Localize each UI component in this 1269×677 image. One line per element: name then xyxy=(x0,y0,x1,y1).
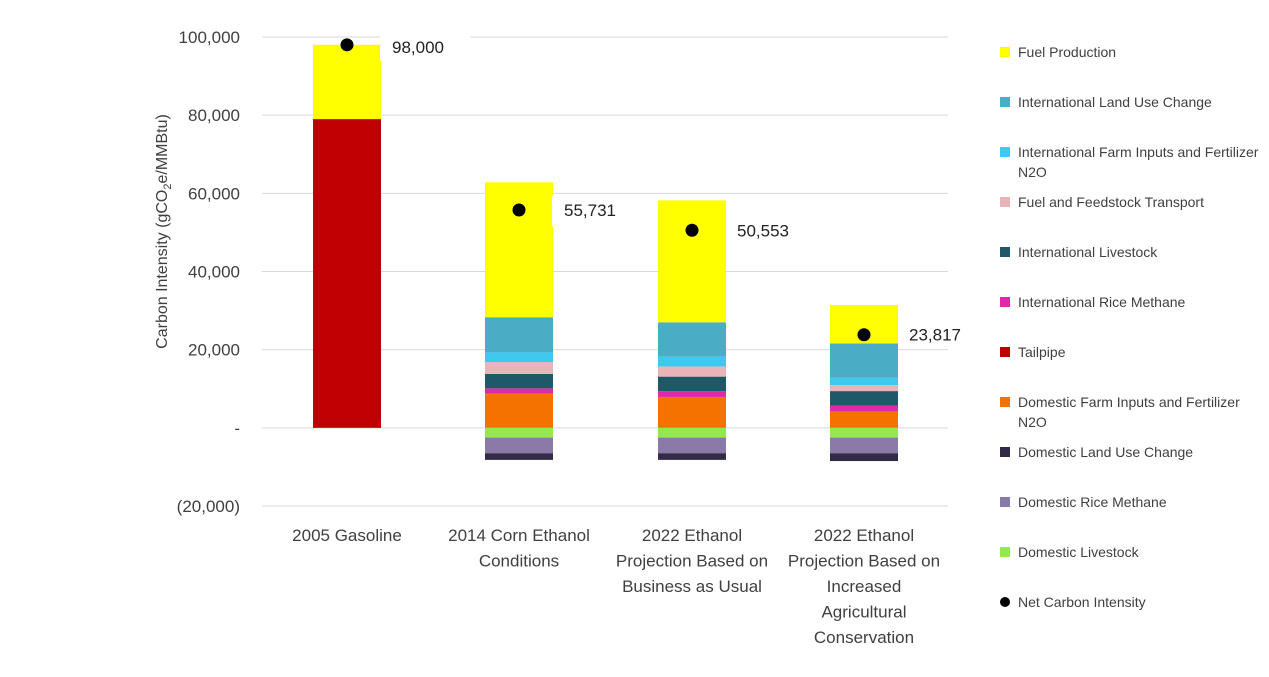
net-value-label: 23,817 xyxy=(909,326,961,345)
legend-label: Domestic Rice Methane xyxy=(1018,494,1167,510)
legend-label: Fuel and Feedstock Transport xyxy=(1018,194,1204,210)
legend-label: International Rice Methane xyxy=(1018,294,1186,310)
data-label-background xyxy=(552,196,642,227)
bar-segment-fuel-and-feedstock-transport xyxy=(830,385,898,392)
y-tick-label: 20,000 xyxy=(188,341,240,360)
bar-segment-domestic-farm-inputs-and-fertilizer-n2o xyxy=(485,393,553,428)
bar-segment-domestic-rice-methane xyxy=(658,437,726,454)
y-tick-label: 60,000 xyxy=(188,184,240,203)
bar-segment-domestic-land-use-change xyxy=(830,453,898,462)
x-category-label: 2014 Corn Ethanol Conditions xyxy=(448,526,590,571)
bar-segment-domestic-farm-inputs-and-fertilizer-n2o xyxy=(658,396,726,428)
legend-swatch xyxy=(1000,397,1010,407)
x-category-label-line: Increased xyxy=(827,577,902,596)
bar-segment-domestic-rice-methane xyxy=(485,437,553,454)
net-carbon-intensity-point xyxy=(512,203,526,217)
bar-segment-domestic-rice-methane xyxy=(830,437,898,454)
bar-segment-fuel-and-feedstock-transport xyxy=(485,362,553,374)
legend-swatch xyxy=(1000,247,1010,257)
legend-swatch xyxy=(1000,347,1010,357)
x-category-label-line: 2022 Ethanol xyxy=(642,526,742,545)
x-category-label: 2022 Ethanol Projection Based on Increased… xyxy=(788,526,940,647)
legend-label: Fuel Production xyxy=(1018,44,1117,60)
bar-segment-international-farm-inputs-and-fertilizer-n2o xyxy=(658,356,726,367)
x-category-label-line: 2014 Corn Ethanol xyxy=(448,526,590,545)
legend-label: Tailpipe xyxy=(1018,344,1066,360)
legend-label: Domestic Farm Inputs and Fertilizer N2O xyxy=(1018,394,1240,430)
net-carbon-intensity-point xyxy=(685,223,699,237)
x-category-label-line: Conservation xyxy=(814,628,914,647)
legend-swatch xyxy=(1000,97,1010,107)
bar-segment-international-land-use-change xyxy=(485,317,553,353)
carbon-intensity-chart: 100,000 80,000 60,000 40,000 20,000 - (20,000)… xyxy=(154,28,961,647)
legend-label: Domestic Livestock xyxy=(1018,544,1139,560)
bar-segment-international-land-use-change xyxy=(658,322,726,357)
legend-swatch xyxy=(1000,497,1010,507)
x-category-label-line: Agricultural xyxy=(821,603,906,622)
legend-label: Net Carbon Intensity xyxy=(1018,594,1146,610)
net-carbon-intensity-point xyxy=(340,38,354,52)
y-tick-label: - xyxy=(234,419,240,438)
legend-swatch xyxy=(1000,447,1010,457)
bar-segment-domestic-land-use-change xyxy=(485,453,553,460)
legend-dot-marker xyxy=(1000,597,1010,607)
y-tick-label: 40,000 xyxy=(188,263,240,282)
legend-swatch xyxy=(1000,297,1010,307)
bar-segment-international-rice-methane xyxy=(830,405,898,412)
legend-label: Domestic Land Use Change xyxy=(1018,444,1194,460)
x-category-label: 2005 Gasoline xyxy=(292,526,402,545)
legend-swatch xyxy=(1000,47,1010,57)
bar-segment-international-livestock xyxy=(830,391,898,406)
bar-segment-fuel-production xyxy=(485,182,553,318)
x-category-label-line: Projection Based on xyxy=(616,552,768,571)
bar-segment-international-farm-inputs-and-fertilizer-n2o xyxy=(830,377,898,386)
x-category-label-line: Conditions xyxy=(479,552,559,571)
y-tick-label: 80,000 xyxy=(188,106,240,125)
x-category-label: 2022 Ethanol Projection Based on Business … xyxy=(616,526,768,596)
x-category-label-line: Projection Based on xyxy=(788,552,940,571)
bar-segment-international-farm-inputs-and-fertilizer-n2o xyxy=(485,352,553,363)
x-category-label-line: Business as Usual xyxy=(622,577,762,596)
bar-segment-fuel-production xyxy=(313,44,381,120)
bar-segment-domestic-land-use-change xyxy=(658,453,726,460)
y-tick-label: 100,000 xyxy=(179,28,240,47)
bar-segment-fuel-and-feedstock-transport xyxy=(658,366,726,377)
net-value-label: 55,731 xyxy=(564,201,616,220)
y-tick-label: (20,000) xyxy=(177,497,240,516)
bar-segment-domestic-farm-inputs-and-fertilizer-n2o xyxy=(830,411,898,428)
bar-segment-fuel-production xyxy=(658,200,726,323)
x-category-label-line: 2005 Gasoline xyxy=(292,526,402,545)
legend-label: International Livestock xyxy=(1018,244,1158,260)
net-value-label: 98,000 xyxy=(392,38,444,57)
legend-swatch xyxy=(1000,147,1010,157)
bar-segment-tailpipe xyxy=(313,119,381,428)
legend-swatch xyxy=(1000,197,1010,207)
x-category-label-line: 2022 Ethanol xyxy=(814,526,914,545)
net-carbon-intensity-point xyxy=(857,328,871,342)
data-label-background xyxy=(380,30,470,61)
bar-segment-international-livestock xyxy=(658,376,726,392)
legend-swatch xyxy=(1000,547,1010,557)
bar-segment-domestic-livestock xyxy=(830,427,898,438)
bar-segment-international-rice-methane xyxy=(485,388,553,394)
legend-label: International Farm Inputs and Fertilizer… xyxy=(1018,144,1259,180)
bar-segment-domestic-livestock xyxy=(658,427,726,438)
bar-segment-international-rice-methane xyxy=(658,391,726,397)
net-value-label: 50,553 xyxy=(737,221,789,240)
y-axis-label: Carbon Intensity (gCO2e/MMBtu) xyxy=(154,114,174,349)
legend-label: International Land Use Change xyxy=(1018,94,1212,110)
bar-segment-international-livestock xyxy=(485,373,553,389)
bar-segment-domestic-livestock xyxy=(485,427,553,438)
bar-segment-international-land-use-change xyxy=(830,343,898,378)
